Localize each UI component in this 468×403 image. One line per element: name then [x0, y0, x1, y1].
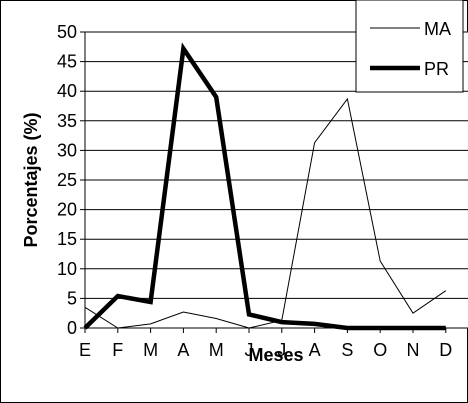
y-tick-label: 35: [57, 111, 77, 131]
x-tick-label: N: [407, 340, 420, 360]
x-axis-title: Meses: [248, 345, 303, 365]
series-layer: [83, 42, 447, 331]
x-tick-label: M: [209, 340, 224, 360]
x-tick-label: D: [439, 340, 452, 360]
y-tick-labels: 0 5 10 15 20 25 30 35 40 45 50: [57, 22, 85, 338]
y-tick-label: 0: [67, 318, 77, 338]
legend: MA PR: [355, 0, 464, 93]
x-tick-label: O: [373, 340, 387, 360]
x-tick-label: J: [245, 340, 254, 360]
y-tick-label: 5: [67, 288, 77, 308]
x-tick-label: S: [341, 340, 353, 360]
series-line-ma: [84, 97, 447, 329]
x-tick-label: E: [79, 340, 91, 360]
legend-label-pr: PR: [424, 59, 449, 79]
series-line-pr: [83, 42, 446, 331]
y-tick-label: 50: [57, 22, 77, 42]
x-tick-label: A: [309, 340, 321, 360]
x-tick-label: F: [112, 340, 123, 360]
gridlines: [85, 31, 468, 299]
y-tick-label: 40: [57, 81, 77, 101]
y-tick-label: 30: [57, 140, 77, 160]
x-tick-label: J: [277, 340, 286, 360]
y-tick-label: 15: [57, 229, 77, 249]
x-tick-label: A: [177, 340, 189, 360]
y-tick-label: 25: [57, 170, 77, 190]
y-tick-label: 10: [57, 259, 77, 279]
legend-label-ma: MA: [424, 19, 451, 39]
legend-box: [355, 0, 464, 93]
y-tick-label: 45: [57, 52, 77, 72]
y-tick-label: 20: [57, 200, 77, 220]
y-axis-title: Porcentajes (%): [21, 112, 41, 247]
x-tick-label: M: [143, 340, 158, 360]
